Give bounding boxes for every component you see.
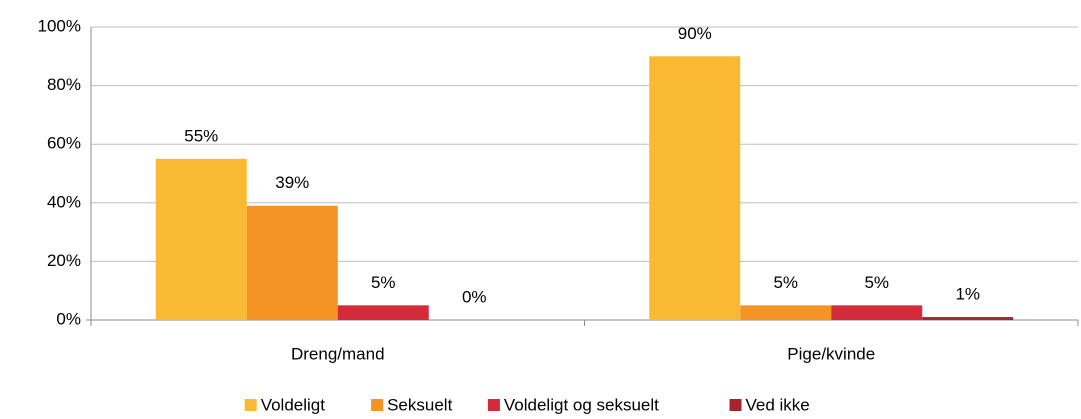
legend-swatch — [371, 399, 384, 411]
y-tick-label: 80% — [47, 75, 81, 94]
bar — [740, 305, 832, 320]
legend-swatch — [729, 399, 742, 411]
y-tick-label: 20% — [47, 251, 81, 270]
value-label: 5% — [864, 273, 889, 292]
legend-label: Voldeligt — [261, 395, 326, 414]
bar — [922, 317, 1014, 320]
legend-swatch — [487, 399, 500, 411]
legend-swatch — [244, 399, 257, 411]
value-label: 0% — [462, 287, 487, 306]
value-label: 90% — [678, 24, 712, 43]
value-label: 39% — [275, 173, 309, 192]
bar — [649, 56, 741, 321]
legend-label: Seksuelt — [387, 395, 452, 414]
y-tick-label: 0% — [56, 309, 81, 328]
legend-label: Voldeligt og seksuelt — [504, 395, 659, 414]
bar — [831, 305, 923, 320]
bar — [337, 305, 429, 320]
value-label: 5% — [371, 273, 396, 292]
bar — [155, 158, 247, 320]
y-tick-label: 100% — [38, 16, 81, 35]
x-tick-label: Dreng/mand — [291, 344, 385, 363]
legend-label: Ved ikke — [746, 395, 810, 414]
value-label: 5% — [773, 273, 798, 292]
y-tick-label: 60% — [47, 134, 81, 153]
y-tick-label: 40% — [47, 192, 81, 211]
bar — [246, 205, 338, 320]
x-tick-label: Pige/kvinde — [787, 344, 875, 363]
value-label: 55% — [184, 126, 218, 145]
value-label: 1% — [955, 285, 980, 304]
